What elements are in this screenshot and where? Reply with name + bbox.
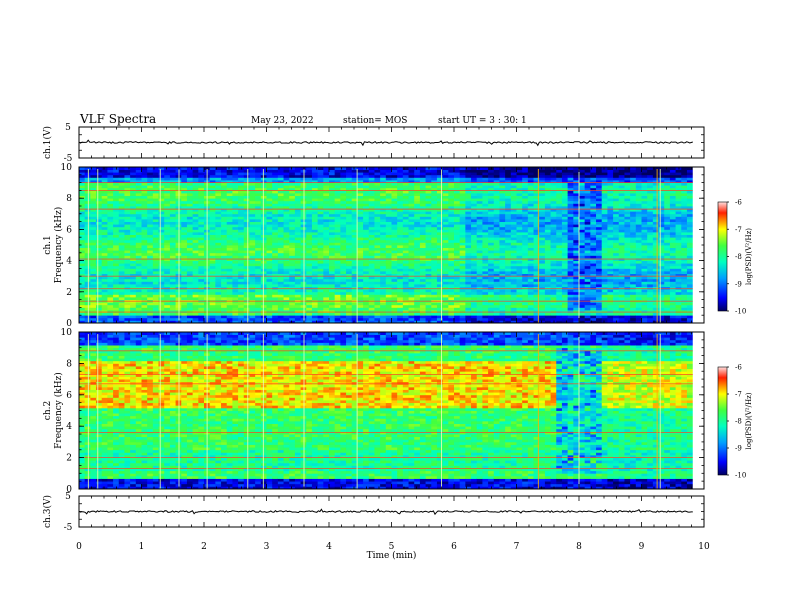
colorbar-tick-label: -10 <box>735 472 746 480</box>
y-axis-label: ch.1(V) <box>42 126 53 159</box>
y-axis-label: ch.3(V) <box>42 495 53 528</box>
x-tick-label: 3 <box>264 542 270 552</box>
spectrogram-panel-ch2: 0 2 4 6 8 10 ch.2 Frequency (kHz) <box>43 328 705 495</box>
y-tick-label: 4 <box>66 422 72 432</box>
y-tick-label: 10 <box>61 328 73 338</box>
y-tick-label: 2 <box>66 454 72 464</box>
x-tick-label: 5 <box>389 542 395 552</box>
x-tick-label: 1 <box>139 542 145 552</box>
x-tick-label: 7 <box>514 542 520 552</box>
waveform-trace <box>78 508 693 516</box>
station-label: station= MOS <box>343 116 407 126</box>
y-axis-label: ch.2 <box>43 401 53 420</box>
x-tick-label: 6 <box>451 542 457 552</box>
colorbar-label: log(PSD)(V²/Hz) <box>745 228 753 285</box>
y-tick-label: 6 <box>66 225 72 235</box>
colorbar-tick-label: -6 <box>735 364 742 372</box>
y-tick-label: 8 <box>66 194 72 204</box>
colorbar-tick-label: -8 <box>735 253 742 261</box>
x-tick-label: 9 <box>639 542 645 552</box>
colorbar-tick-label: -9 <box>735 445 742 453</box>
y-axis-label: Frequency (kHz) <box>53 207 64 284</box>
y-tick-label: 6 <box>66 391 72 401</box>
waveform-panel-ch3: 5 -5 ch.3(V) <box>42 492 705 533</box>
x-tick-label: 4 <box>326 542 332 552</box>
y-tick-label: 4 <box>66 257 72 267</box>
colorbar-tick-label: -7 <box>735 226 742 234</box>
y-tick-label: 0 <box>66 319 72 329</box>
y-tick-label: 5 <box>65 123 71 133</box>
colorbar-ch1: -6 -7 -8 -9 -10 log(PSD)(V²/Hz) <box>717 199 753 316</box>
waveform-panel-ch1: 5 -5 ch.1(V) <box>42 123 705 164</box>
colorbar-label: log(PSD)(V²/Hz) <box>745 392 753 449</box>
colorbar-tick-label: -9 <box>735 280 742 288</box>
y-tick-label: -5 <box>64 523 73 533</box>
colorbar-tick-label: -8 <box>735 418 742 426</box>
date-label: May 23, 2022 <box>251 116 314 126</box>
spectrogram-cells <box>79 332 694 490</box>
x-tick-label: 0 <box>76 542 82 552</box>
colorbar-tick-label: -10 <box>735 308 746 316</box>
y-axis-label: Frequency (kHz) <box>53 372 64 449</box>
colorbar-gradient <box>717 201 728 312</box>
x-tick-label: 2 <box>201 542 207 552</box>
y-tick-label: -5 <box>64 154 73 164</box>
colorbar-tick-label: -6 <box>735 199 742 207</box>
y-axis-label: ch.1 <box>43 235 53 254</box>
colorbar-tick-label: -7 <box>735 391 742 399</box>
y-tick-label: 10 <box>61 163 73 173</box>
colorbar-gradient <box>717 366 728 476</box>
colorbar-ch2: -6 -7 -8 -9 -10 log(PSD)(V²/Hz) <box>717 364 753 480</box>
y-tick-label: 8 <box>66 359 72 369</box>
x-axis-label: Time (min) <box>367 550 417 561</box>
waveform-trace <box>78 139 693 147</box>
y-tick-label: 2 <box>66 288 72 298</box>
no-data-strip <box>692 167 704 323</box>
y-tick-label: 5 <box>65 492 71 502</box>
x-tick-label: 10 <box>698 542 710 552</box>
spectrogram-panel-ch1: 0 2 4 6 8 10 ch.1 Frequency (kHz) <box>43 163 705 329</box>
spectrogram-cells <box>79 167 694 324</box>
no-data-strip <box>692 332 704 489</box>
figure-title: VLF Spectra <box>79 112 156 126</box>
time-axis: 0 1 2 3 4 5 6 7 8 9 10 Time (min) <box>76 542 710 561</box>
x-tick-label: 8 <box>576 542 582 552</box>
start-time-label: start UT = 3 : 30: 1 <box>438 116 527 126</box>
y-tick-label: 0 <box>66 485 72 495</box>
